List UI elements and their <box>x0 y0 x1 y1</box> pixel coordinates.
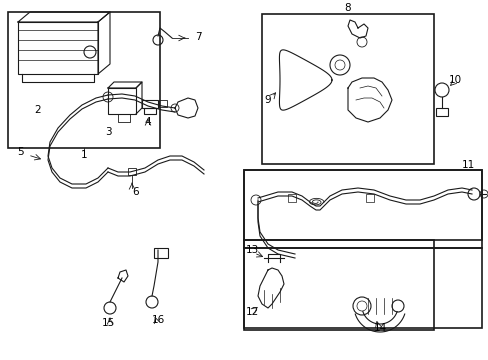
Text: 8: 8 <box>344 3 350 13</box>
Bar <box>244 170 481 248</box>
Bar <box>244 248 481 328</box>
Text: 13: 13 <box>245 245 258 255</box>
Bar <box>8 12 160 148</box>
Bar <box>287 194 295 202</box>
Text: 15: 15 <box>101 318 114 328</box>
Bar <box>128 168 136 175</box>
Text: 7: 7 <box>194 32 201 42</box>
Text: 5: 5 <box>17 147 23 157</box>
Bar <box>159 100 167 107</box>
Text: 1: 1 <box>81 150 87 160</box>
Text: 14: 14 <box>373 323 386 333</box>
Bar <box>154 248 168 258</box>
Bar <box>244 170 481 240</box>
Bar <box>365 194 373 202</box>
Text: 11: 11 <box>461 160 474 170</box>
Bar <box>244 240 433 330</box>
Text: 12: 12 <box>245 307 258 317</box>
Bar <box>18 22 98 74</box>
Text: 16: 16 <box>151 315 164 325</box>
Text: 10: 10 <box>447 75 461 85</box>
Text: 2: 2 <box>35 105 41 115</box>
Bar <box>108 88 136 114</box>
Bar <box>435 108 447 116</box>
Text: 9: 9 <box>264 95 271 105</box>
Bar <box>262 14 433 164</box>
Text: 4: 4 <box>144 117 151 127</box>
Text: 3: 3 <box>104 127 111 137</box>
Text: 6: 6 <box>132 187 139 197</box>
Bar <box>143 108 156 114</box>
Bar <box>142 100 158 108</box>
